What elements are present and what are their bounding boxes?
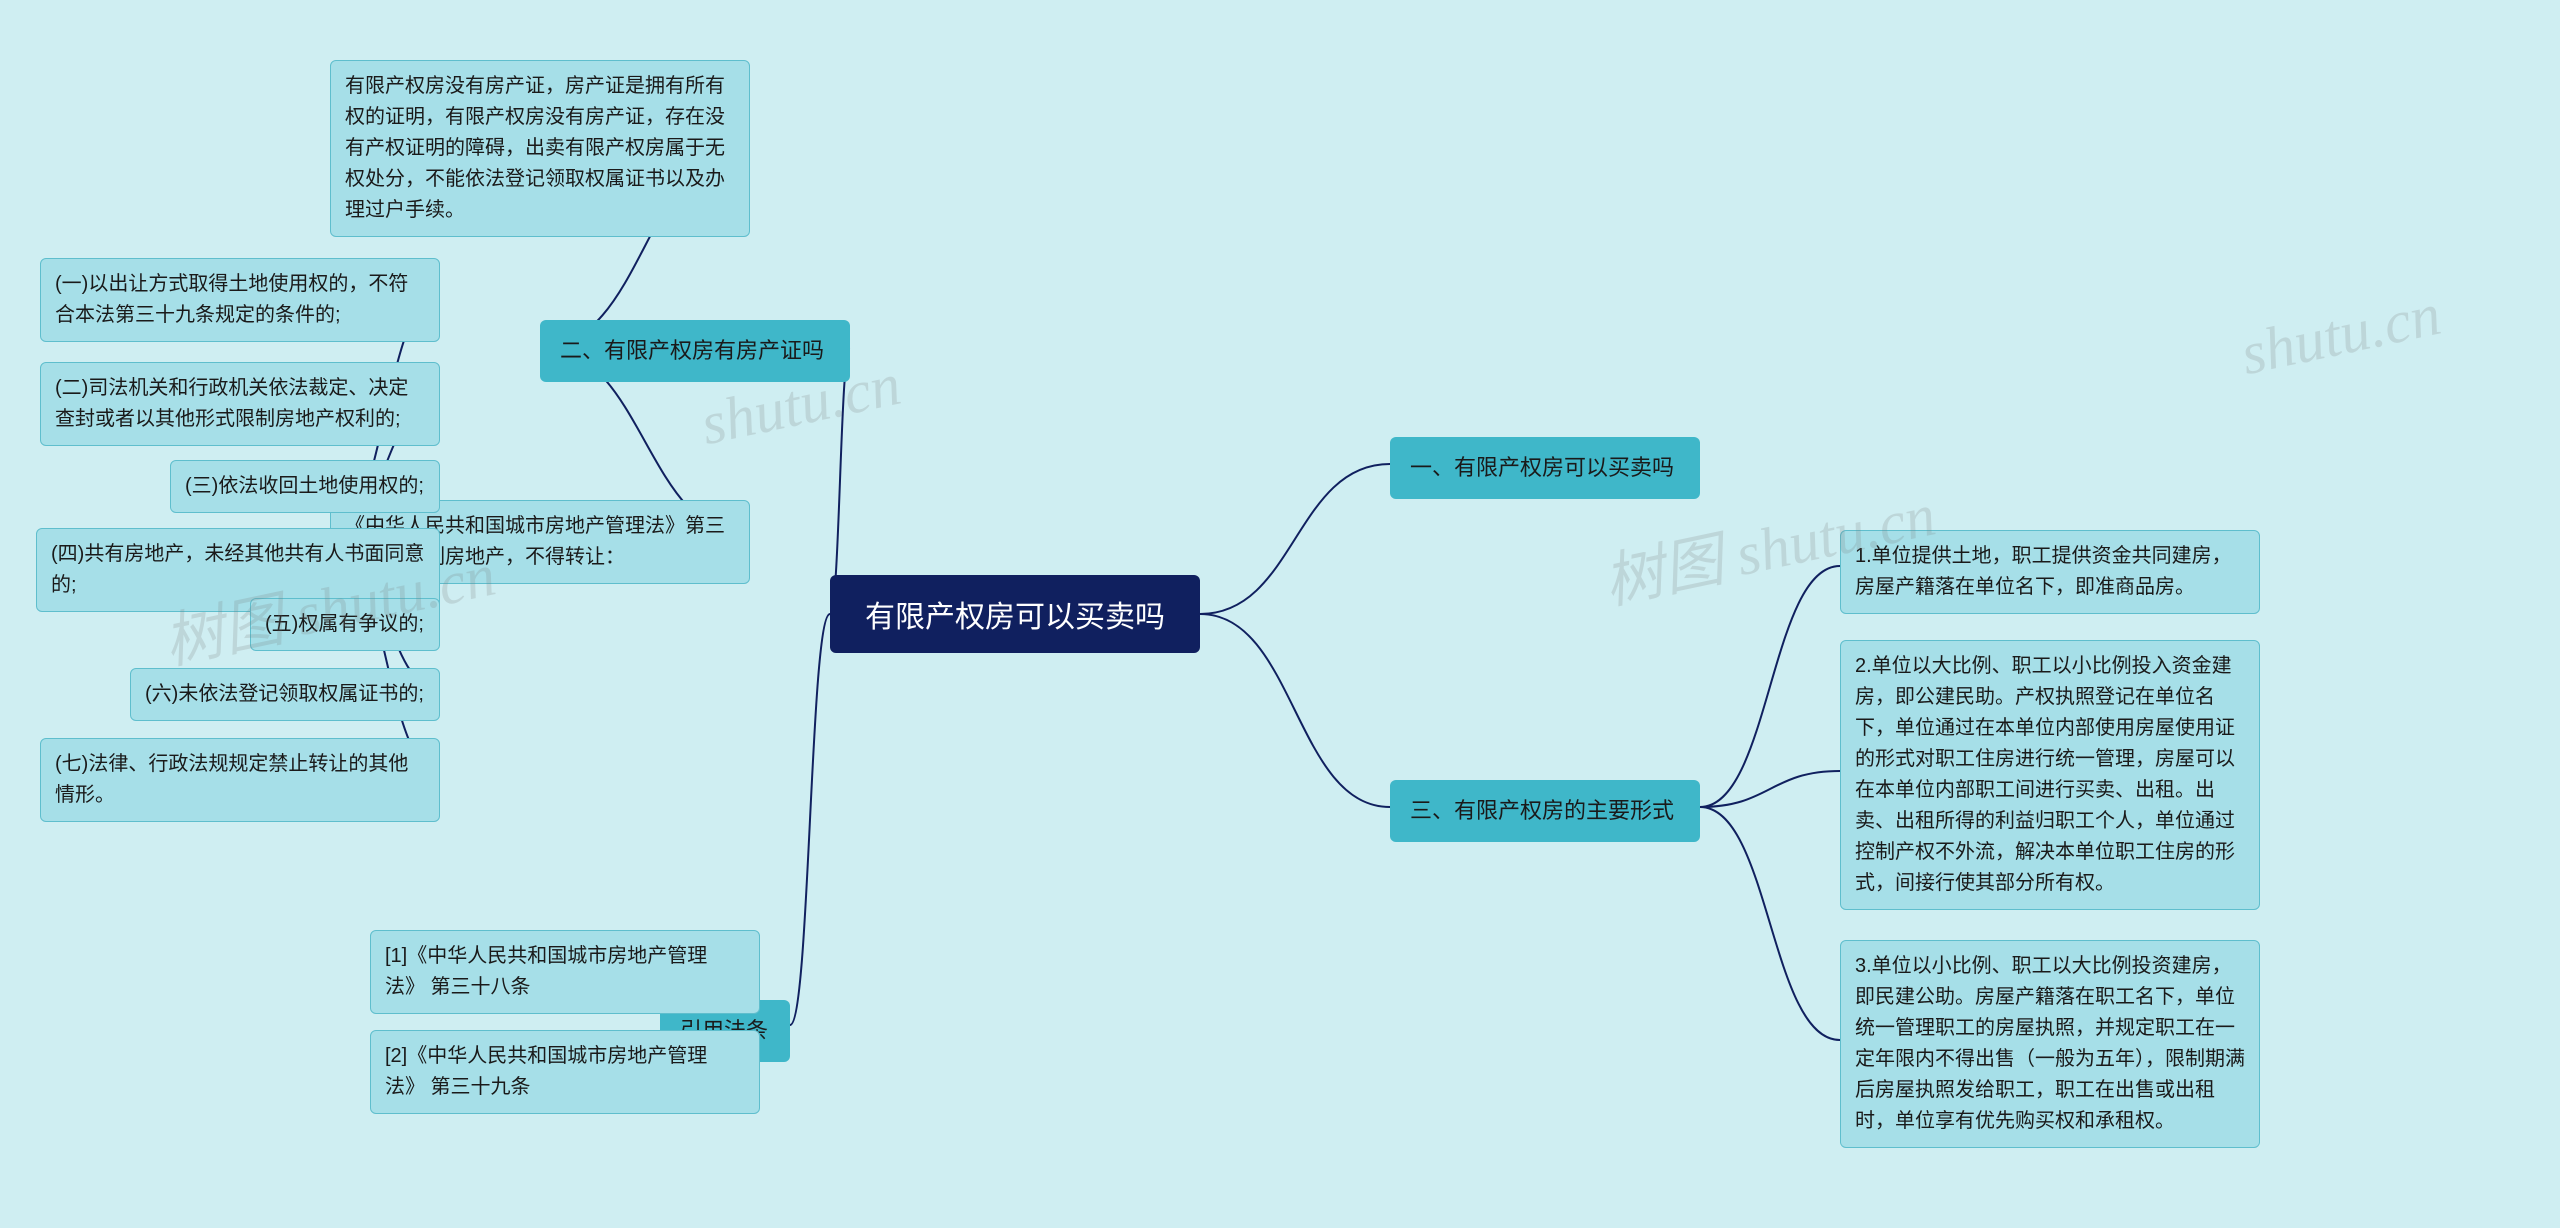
mindmap-node[interactable]: 一、有限产权房可以买卖吗 xyxy=(1390,437,1700,499)
mindmap-node[interactable]: (二)司法机关和行政机关依法裁定、决定查封或者以其他形式限制房地产权利的; xyxy=(40,362,440,446)
center-node[interactable]: 有限产权房可以买卖吗 xyxy=(830,575,1200,653)
mindmap-node[interactable]: [2]《中华人民共和国城市房地产管理法》 第三十九条 xyxy=(370,1030,760,1114)
watermark: shutu.cn xyxy=(2235,280,2447,389)
mindmap-node[interactable]: 2.单位以大比例、职工以小比例投入资金建房，即公建民助。产权执照登记在单位名下，… xyxy=(1840,640,2260,910)
mindmap-node[interactable]: (六)未依法登记领取权属证书的; xyxy=(130,668,440,721)
mindmap-node[interactable]: (五)权属有争议的; xyxy=(250,598,440,651)
mindmap-node[interactable]: 3.单位以小比例、职工以大比例投资建房，即民建公助。房屋产籍落在职工名下，单位统… xyxy=(1840,940,2260,1148)
mindmap-node[interactable]: (一)以出让方式取得土地使用权的，不符合本法第三十九条规定的条件的; xyxy=(40,258,440,342)
mindmap-node[interactable]: 有限产权房没有房产证，房产证是拥有所有权的证明，有限产权房没有房产证，存在没有产… xyxy=(330,60,750,237)
mindmap-node[interactable]: 1.单位提供土地，职工提供资金共同建房，房屋产籍落在单位名下，即准商品房。 xyxy=(1840,530,2260,614)
mindmap-node[interactable]: [1]《中华人民共和国城市房地产管理法》 第三十八条 xyxy=(370,930,760,1014)
mindmap-node[interactable]: 三、有限产权房的主要形式 xyxy=(1390,780,1700,842)
mindmap-canvas: 有限产权房可以买卖吗 一、有限产权房可以买卖吗三、有限产权房的主要形式 1.单位提供… xyxy=(0,0,2560,1228)
mindmap-node[interactable]: (七)法律、行政法规规定禁止转让的其他情形。 xyxy=(40,738,440,822)
mindmap-node[interactable]: 二、有限产权房有房产证吗 xyxy=(540,320,850,382)
mindmap-node[interactable]: (三)依法收回土地使用权的; xyxy=(170,460,440,513)
